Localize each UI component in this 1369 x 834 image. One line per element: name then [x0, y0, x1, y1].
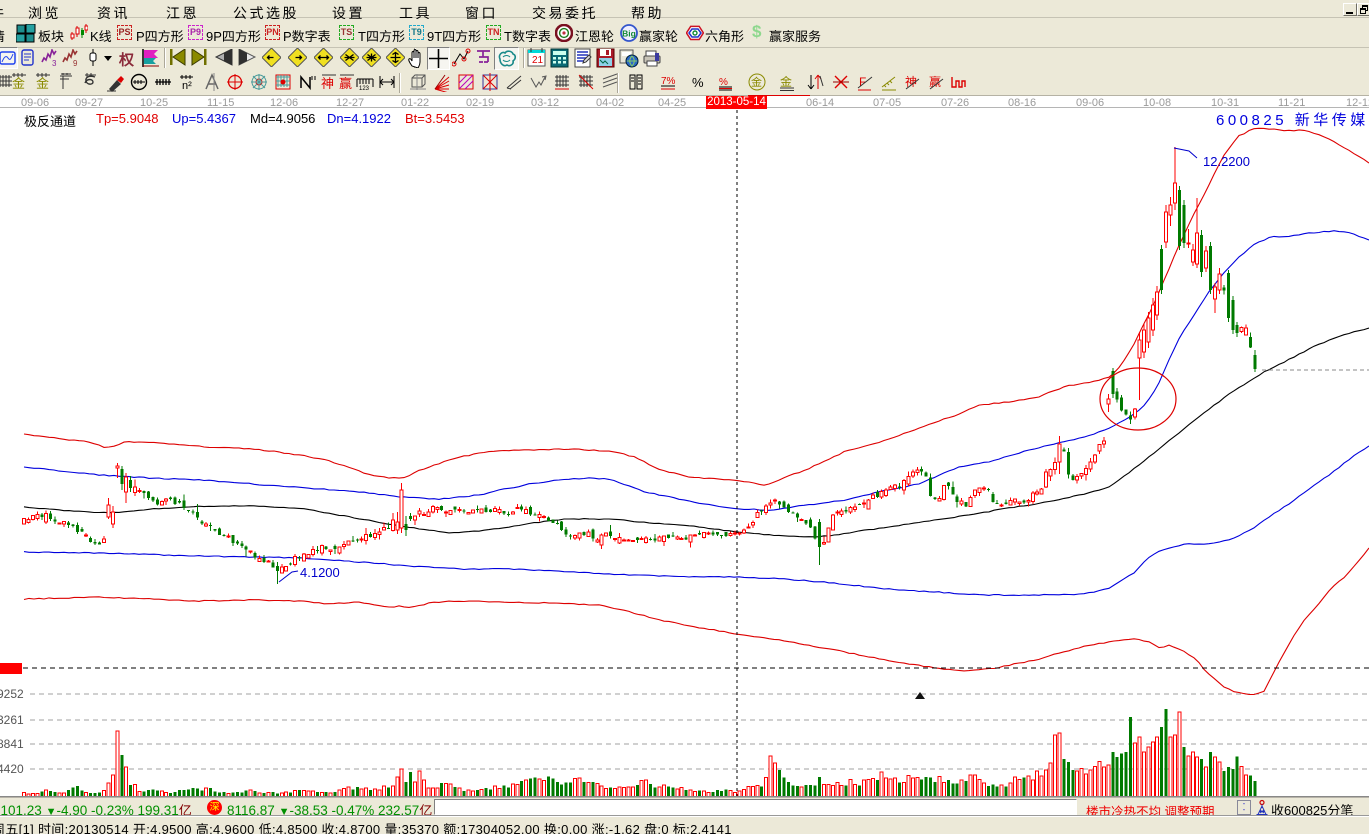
- svg-text:金: 金: [36, 73, 49, 92]
- svg-text:赢: 赢: [929, 73, 941, 90]
- svg-text:神: 神: [321, 73, 334, 92]
- svg-text:9: 9: [73, 59, 78, 67]
- svg-text:123: 123: [359, 86, 370, 92]
- svg-text:21: 21: [532, 55, 544, 66]
- svg-text:8841: 8841: [0, 737, 24, 751]
- svg-text:9252: 9252: [0, 687, 24, 701]
- svg-text:Big: Big: [622, 29, 636, 39]
- svg-text:3: 3: [52, 59, 57, 67]
- svg-text:金: 金: [780, 73, 792, 90]
- svg-text:赢: 赢: [339, 73, 352, 92]
- svg-text:n²: n²: [182, 80, 192, 92]
- svg-text:4420: 4420: [0, 762, 24, 776]
- svg-text:神: 神: [905, 73, 917, 90]
- svg-text:7%: 7%: [661, 76, 676, 87]
- svg-text:12.2200: 12.2200: [1203, 154, 1250, 169]
- svg-text:3261: 3261: [0, 713, 24, 727]
- svg-text:%: %: [719, 77, 728, 88]
- svg-text:4.1200: 4.1200: [300, 565, 340, 580]
- svg-text:金: 金: [12, 73, 25, 92]
- svg-text:金: 金: [751, 74, 762, 90]
- svg-text:F: F: [859, 75, 866, 89]
- svg-text:%: %: [692, 75, 704, 90]
